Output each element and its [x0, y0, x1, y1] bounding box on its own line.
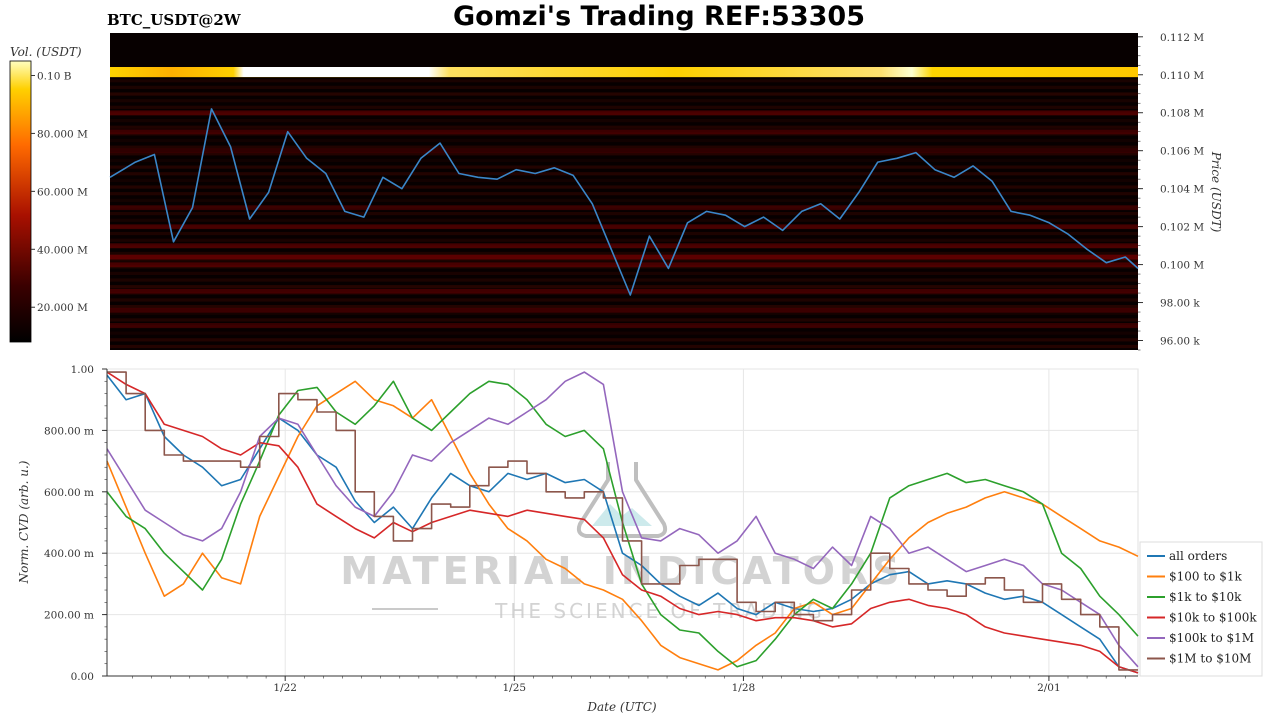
heatmap-texture-row	[110, 192, 1138, 196]
heatmap-texture-row	[110, 218, 1138, 222]
price-axis-label: Price (USDT)	[1209, 151, 1223, 233]
heatmap-background	[110, 33, 1138, 350]
cvd-panel: MATERIAL INDICATORS THE SCIENCE OF TRADI…	[17, 364, 1263, 714]
heatmap-texture-row	[110, 331, 1138, 335]
heatmap-texture-row	[110, 318, 1138, 322]
cvd-series-100-to-1k	[106, 380, 1139, 671]
price-axis-tick-label: 0.102 M	[1160, 222, 1204, 234]
liquidity-band	[110, 110, 1138, 116]
heatmap-texture-row	[110, 172, 1138, 176]
liquidity-band	[110, 205, 1138, 211]
heatmap-texture-row	[110, 238, 1138, 242]
heatmap-texture-row	[110, 271, 1138, 276]
legend: all orders $100 to $1k $1k to $10k $10k to …	[1139, 541, 1263, 677]
cvd-y-tick-label: 400.00 m	[44, 548, 94, 560]
heatmap-texture-row	[110, 311, 1138, 315]
legend-box	[1139, 541, 1263, 677]
heatmap-texture-row	[110, 79, 1138, 83]
liquidity-band	[110, 224, 1138, 230]
cvd-x-tick-label: 1/28	[732, 682, 756, 694]
heatmap-texture-row	[110, 145, 1138, 149]
heatmap-panel: 0.112 M 0.110 M 0.108 M 0.106 M 0.104 M 0.102…	[109, 32, 1223, 351]
price-axis-tick-label: 0.100 M	[1160, 260, 1204, 272]
liquidity-band	[110, 323, 1138, 328]
colorbar-tick-label: 60.000 M	[37, 186, 88, 198]
cvd-y-tick-label: 1.00	[71, 364, 94, 376]
heatmap-texture-row	[110, 105, 1138, 109]
heatmap-texture-row	[110, 99, 1138, 103]
price-axis-tick-label: 0.104 M	[1160, 184, 1204, 196]
liquidity-band	[110, 307, 1138, 313]
price-line	[109, 108, 1139, 296]
price-axis-tick-label: 0.110 M	[1160, 70, 1204, 82]
cvd-x-tick-label: 1/22	[273, 682, 297, 694]
liquidity-band	[110, 288, 1138, 294]
legend-label-10k-to-100k: $10k to $100k	[1169, 611, 1257, 625]
legend-label-all-orders: all orders	[1169, 549, 1227, 563]
legend-label-1k-to-10k: $1k to $10k	[1169, 590, 1242, 604]
liquidity-band	[110, 254, 1138, 260]
cvd-y-tick-label: 0.00	[71, 671, 94, 683]
heatmap-texture-row	[110, 305, 1138, 309]
heatmap-texture-row	[110, 344, 1138, 349]
cvd-y-axis-label: Norm. CVD (arb. u.)	[17, 460, 31, 584]
watermark-title: MATERIAL INDICATORS	[340, 549, 903, 593]
cvd-y-tick-label: 600.00 m	[44, 487, 94, 499]
price-axis-tick-label: 98.00 k	[1160, 298, 1200, 310]
heatmap-texture-row	[110, 125, 1138, 129]
heatmap-texture-row	[110, 158, 1138, 163]
legend-label-100k-to-1m: $100k to $1M	[1169, 631, 1254, 645]
cvd-y-tick-label: 200.00 m	[44, 610, 94, 622]
price-axis-tick-label: 0.106 M	[1160, 146, 1204, 158]
cvd-series-10k-to-100k	[106, 371, 1139, 674]
heatmap-texture-row	[110, 185, 1138, 189]
cvd-x-tick-label: 1/25	[503, 682, 527, 694]
heatmap-top-liquidity-band	[110, 67, 1138, 77]
legend-label-1m-to-10m: $1M to $10M	[1169, 652, 1251, 666]
price-axis-tick-label: 0.108 M	[1160, 108, 1204, 120]
heatmap-texture-row	[110, 152, 1138, 156]
colorbar-label: Vol. (USDT)	[10, 45, 82, 59]
liquidity-band	[110, 262, 1138, 268]
price-axis-tick-label: 0.112 M	[1160, 32, 1204, 44]
liquidity-band	[110, 129, 1138, 135]
heatmap-texture-row	[110, 231, 1138, 236]
heatmap-texture-row	[110, 118, 1138, 123]
heatmap-texture-row	[110, 178, 1138, 183]
colorbar-tick-label: 80.000 M	[37, 128, 88, 140]
heatmap-texture-row	[110, 165, 1138, 169]
heatmap-texture-row	[110, 338, 1138, 342]
colorbar-tick-label: 40.000 M	[37, 244, 88, 256]
chart-title: Gomzi's Trading REF:53305	[453, 1, 865, 32]
price-axis-tick-label: 96.00 k	[1160, 336, 1200, 348]
heatmap-texture-row	[110, 85, 1138, 89]
colorbar-scale	[9, 60, 32, 343]
liquidity-band	[110, 148, 1138, 154]
colorbar-tick-label: 0.10 B	[37, 70, 72, 82]
heatmap-texture-row	[110, 212, 1138, 216]
heatmap-texture-row	[110, 251, 1138, 256]
colorbar: Vol. (USDT) 0.10 B 80.000 M 60.000 M 40.000…	[9, 45, 88, 343]
colorbar-tick-label: 20.000 M	[37, 302, 88, 314]
cvd-series-1m-to-10m	[107, 371, 1138, 671]
heatmap-texture-row	[110, 198, 1138, 202]
cvd-x-tick-label: 2/01	[1037, 682, 1061, 694]
liquidity-band	[110, 243, 1138, 249]
heatmap-texture-row	[110, 258, 1138, 262]
legend-label-100-to-1k: $100 to $1k	[1169, 570, 1242, 584]
cvd-x-axis-label: Date (UTC)	[586, 700, 656, 714]
heatmap-texture-row	[110, 285, 1138, 289]
heatmap-texture-row	[110, 92, 1138, 96]
heatmap-texture-row	[110, 298, 1138, 302]
cvd-y-tick-label: 800.00 m	[44, 425, 94, 437]
symbol-label: BTC_USDT@2W	[107, 11, 242, 29]
heatmap-texture-row	[110, 138, 1138, 143]
